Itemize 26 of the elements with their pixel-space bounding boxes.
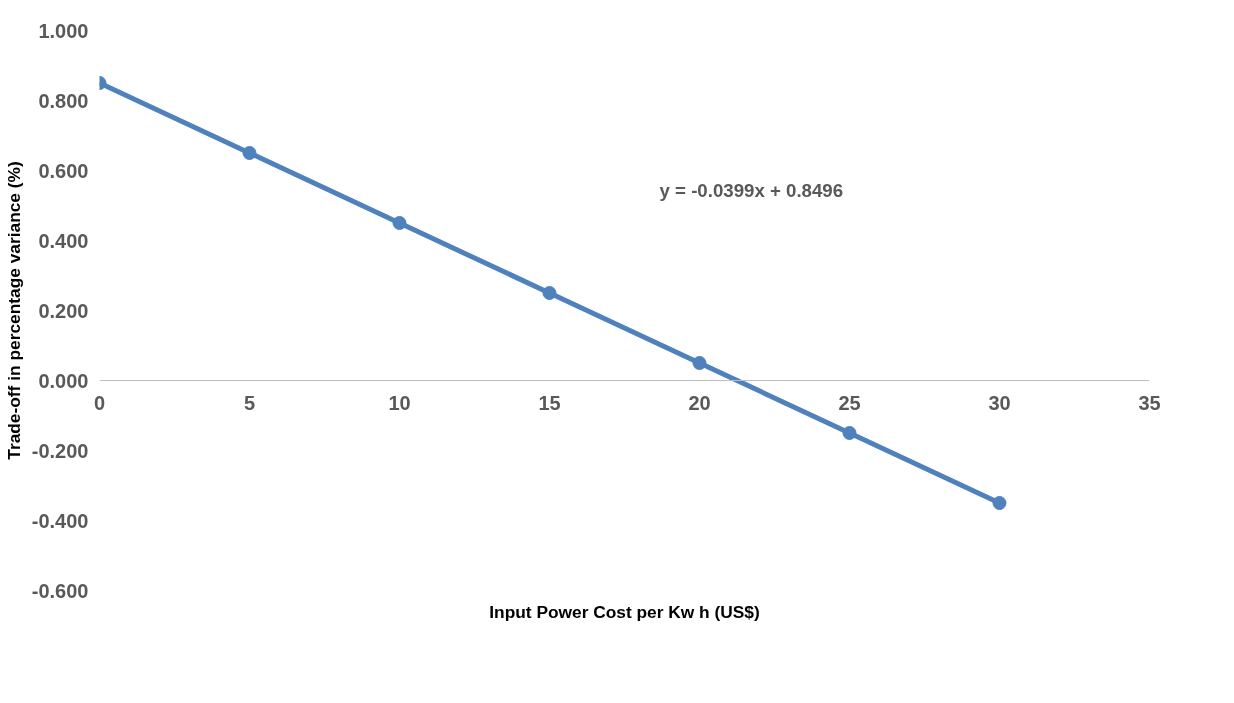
y-tick-label: -0.400 xyxy=(31,509,89,532)
x-tick-label: 0 xyxy=(93,391,106,414)
y-tick-label: 0.600 xyxy=(38,159,89,182)
x-tick-label: 5 xyxy=(243,391,256,414)
point xyxy=(542,286,557,300)
y-tick-label: 0.200 xyxy=(38,299,89,322)
y-tick-label: 0.000 xyxy=(38,369,89,392)
y-axis-title: Trade-off in percentage variance (%) xyxy=(3,161,24,460)
y-tick-label: -0.600 xyxy=(31,579,89,602)
y-tick-label: -0.200 xyxy=(31,439,89,462)
annotation: y = -0.0399x + 0.8496 xyxy=(659,179,844,201)
x-tick-label: 35 xyxy=(1138,391,1161,414)
x-tick-label: 20 xyxy=(688,391,711,414)
point xyxy=(242,146,257,160)
y-tick-label: 0.400 xyxy=(38,229,89,252)
y-tick-label: 0.800 xyxy=(38,89,89,112)
point xyxy=(992,496,1007,510)
x-tick-label: 30 xyxy=(988,391,1011,414)
x-tick-label: 25 xyxy=(838,391,861,414)
point xyxy=(842,426,857,440)
x-tick-label: 10 xyxy=(388,391,411,414)
x-axis-title: Input Power Cost per Kw h (US$) xyxy=(489,601,760,622)
x-tick-label: 15 xyxy=(538,391,561,414)
point xyxy=(692,356,707,370)
point xyxy=(392,216,407,230)
y-tick-label: 1.000 xyxy=(38,19,89,42)
